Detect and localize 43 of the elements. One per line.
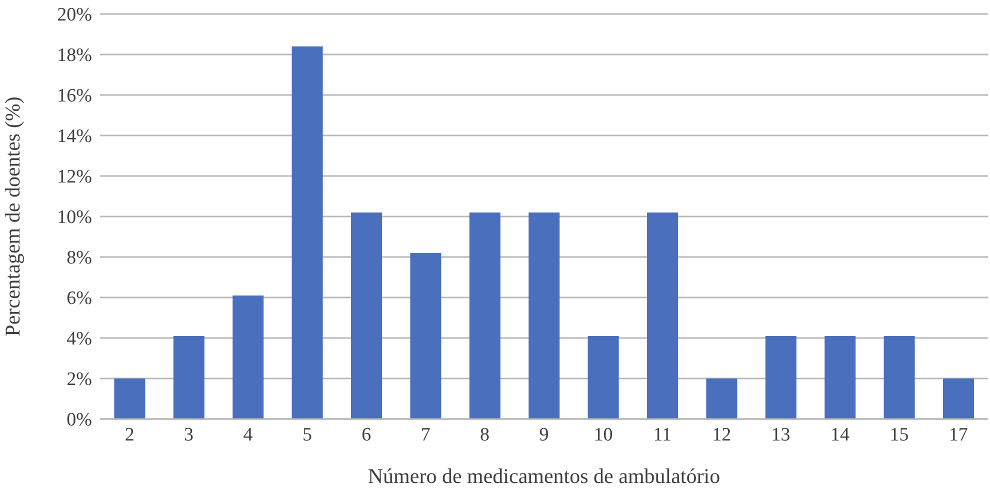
x-tick-label: 10: [594, 424, 613, 446]
bar: [173, 336, 204, 419]
bar: [647, 212, 678, 419]
x-tick-label: 5: [302, 424, 312, 446]
y-tick-label: 18%: [57, 45, 92, 66]
bar: [410, 252, 442, 419]
y-tick-label: 6%: [66, 288, 92, 310]
x-tick-label: 13: [771, 424, 790, 446]
bar: [528, 212, 560, 419]
x-tick-label: 17: [948, 424, 968, 446]
bar: [114, 378, 146, 419]
y-tick-label: 12%: [57, 166, 92, 188]
bar: [706, 378, 738, 419]
x-tick-label: 4: [243, 424, 254, 446]
y-tick-label: 8%: [66, 248, 92, 269]
y-axis-title: Percentagem de doentes (%): [0, 96, 24, 336]
bar: [232, 295, 264, 419]
y-tick-label: 2%: [66, 369, 92, 390]
x-tick-label: 9: [539, 424, 549, 446]
y-tick-label: 4%: [66, 328, 92, 350]
bar: [765, 336, 796, 419]
x-tick-label: 14: [830, 424, 850, 446]
x-tick-label: 2: [124, 424, 134, 446]
bar: [351, 212, 382, 419]
bar: [292, 46, 323, 419]
y-tick-label: 20%: [57, 4, 92, 26]
x-axis-title: Número de medicamentos de ambulatório: [368, 464, 720, 488]
bar: [824, 336, 856, 419]
y-tick-label: 10%: [57, 207, 92, 228]
y-tick-label: 14%: [57, 126, 92, 148]
bar: [943, 378, 974, 419]
x-tick-label: 3: [184, 424, 194, 446]
x-tick-label: 11: [653, 424, 672, 446]
bar: [469, 212, 500, 419]
bar: [884, 336, 915, 419]
y-tick-label: 0%: [66, 410, 92, 431]
x-tick-label: 7: [420, 424, 430, 446]
x-tick-label: 8: [480, 424, 490, 446]
x-tick-label: 6: [362, 424, 372, 446]
x-tick-label: 15: [890, 424, 909, 446]
x-tick-label: 12: [712, 424, 732, 446]
y-tick-label: 16%: [57, 86, 92, 107]
bar: [588, 336, 619, 419]
